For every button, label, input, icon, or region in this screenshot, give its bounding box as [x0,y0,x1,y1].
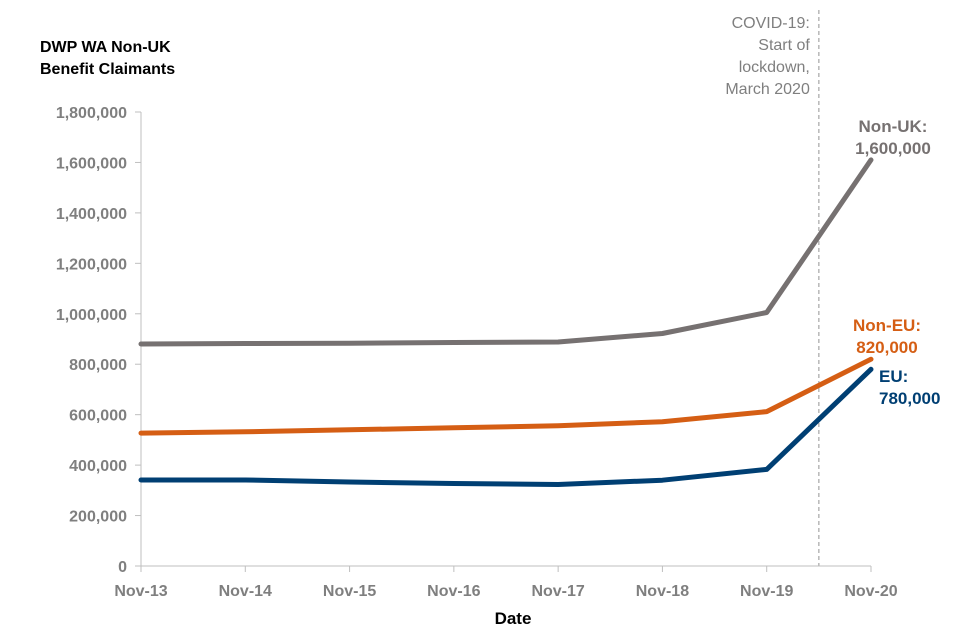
y-tick-label: 1,400,000 [56,206,127,223]
covid-annotation-text: March 2020 [725,81,810,98]
x-tick-label: Nov-17 [531,583,584,600]
x-tick-label: Nov-14 [219,583,272,600]
series-lines [138,157,874,487]
y-tick-label: 800,000 [69,357,127,374]
x-axis-label: Date [495,609,532,628]
y-tick-label: 200,000 [69,509,127,526]
x-tick-label: Nov-18 [636,583,689,600]
y-tick-label: 0 [118,559,127,576]
x-axis-ticks: Nov-13 Nov-14 Nov-15 Nov-16 Nov-17 Nov-18 Nov-… [114,566,898,600]
series-line-non-eu [138,356,874,436]
series-label-eu: EU: [879,367,908,386]
series-labels: Non-UK: 1,600,000 Non-EU: 820,000 EU: 780,000 [853,117,940,408]
y-tick-label: 600,000 [69,408,127,425]
x-tick-label: Nov-13 [114,583,167,600]
x-tick-label: Nov-19 [740,583,793,600]
series-label-non-eu: 820,000 [856,338,917,357]
y-tick-label: 1,200,000 [56,256,127,273]
y-tick-label: 1,600,000 [56,155,127,172]
y-axis-ticks: 0 200,000 400,000 600,000 800,000 1,000,000 1,… [56,105,141,576]
y-tick-label: 1,000,000 [56,307,127,324]
series-label-non-uk: 1,600,000 [855,139,931,158]
covid-annotation: COVID-19: Start of lockdown, March 2020 [725,10,820,566]
covid-annotation-text: COVID-19: [732,15,810,32]
series-label-non-eu: Non-EU: [853,316,921,335]
y-tick-label: 1,800,000 [56,105,127,122]
covid-annotation-text: lockdown, [739,59,810,76]
series-label-eu: 780,000 [879,389,940,408]
x-tick-label: Nov-16 [427,583,480,600]
series-line-non-uk [138,157,874,347]
series-line-eu [138,366,874,487]
series-label-non-uk: Non-UK: [859,117,928,136]
chart-title-line-1: DWP WA Non-UK [40,39,171,56]
x-tick-label: Nov-20 [844,583,897,600]
chart-title-line-2: Benefit Claimants [40,61,175,78]
x-tick-label: Nov-15 [323,583,376,600]
y-tick-label: 400,000 [69,458,127,475]
covid-annotation-text: Start of [758,37,810,54]
